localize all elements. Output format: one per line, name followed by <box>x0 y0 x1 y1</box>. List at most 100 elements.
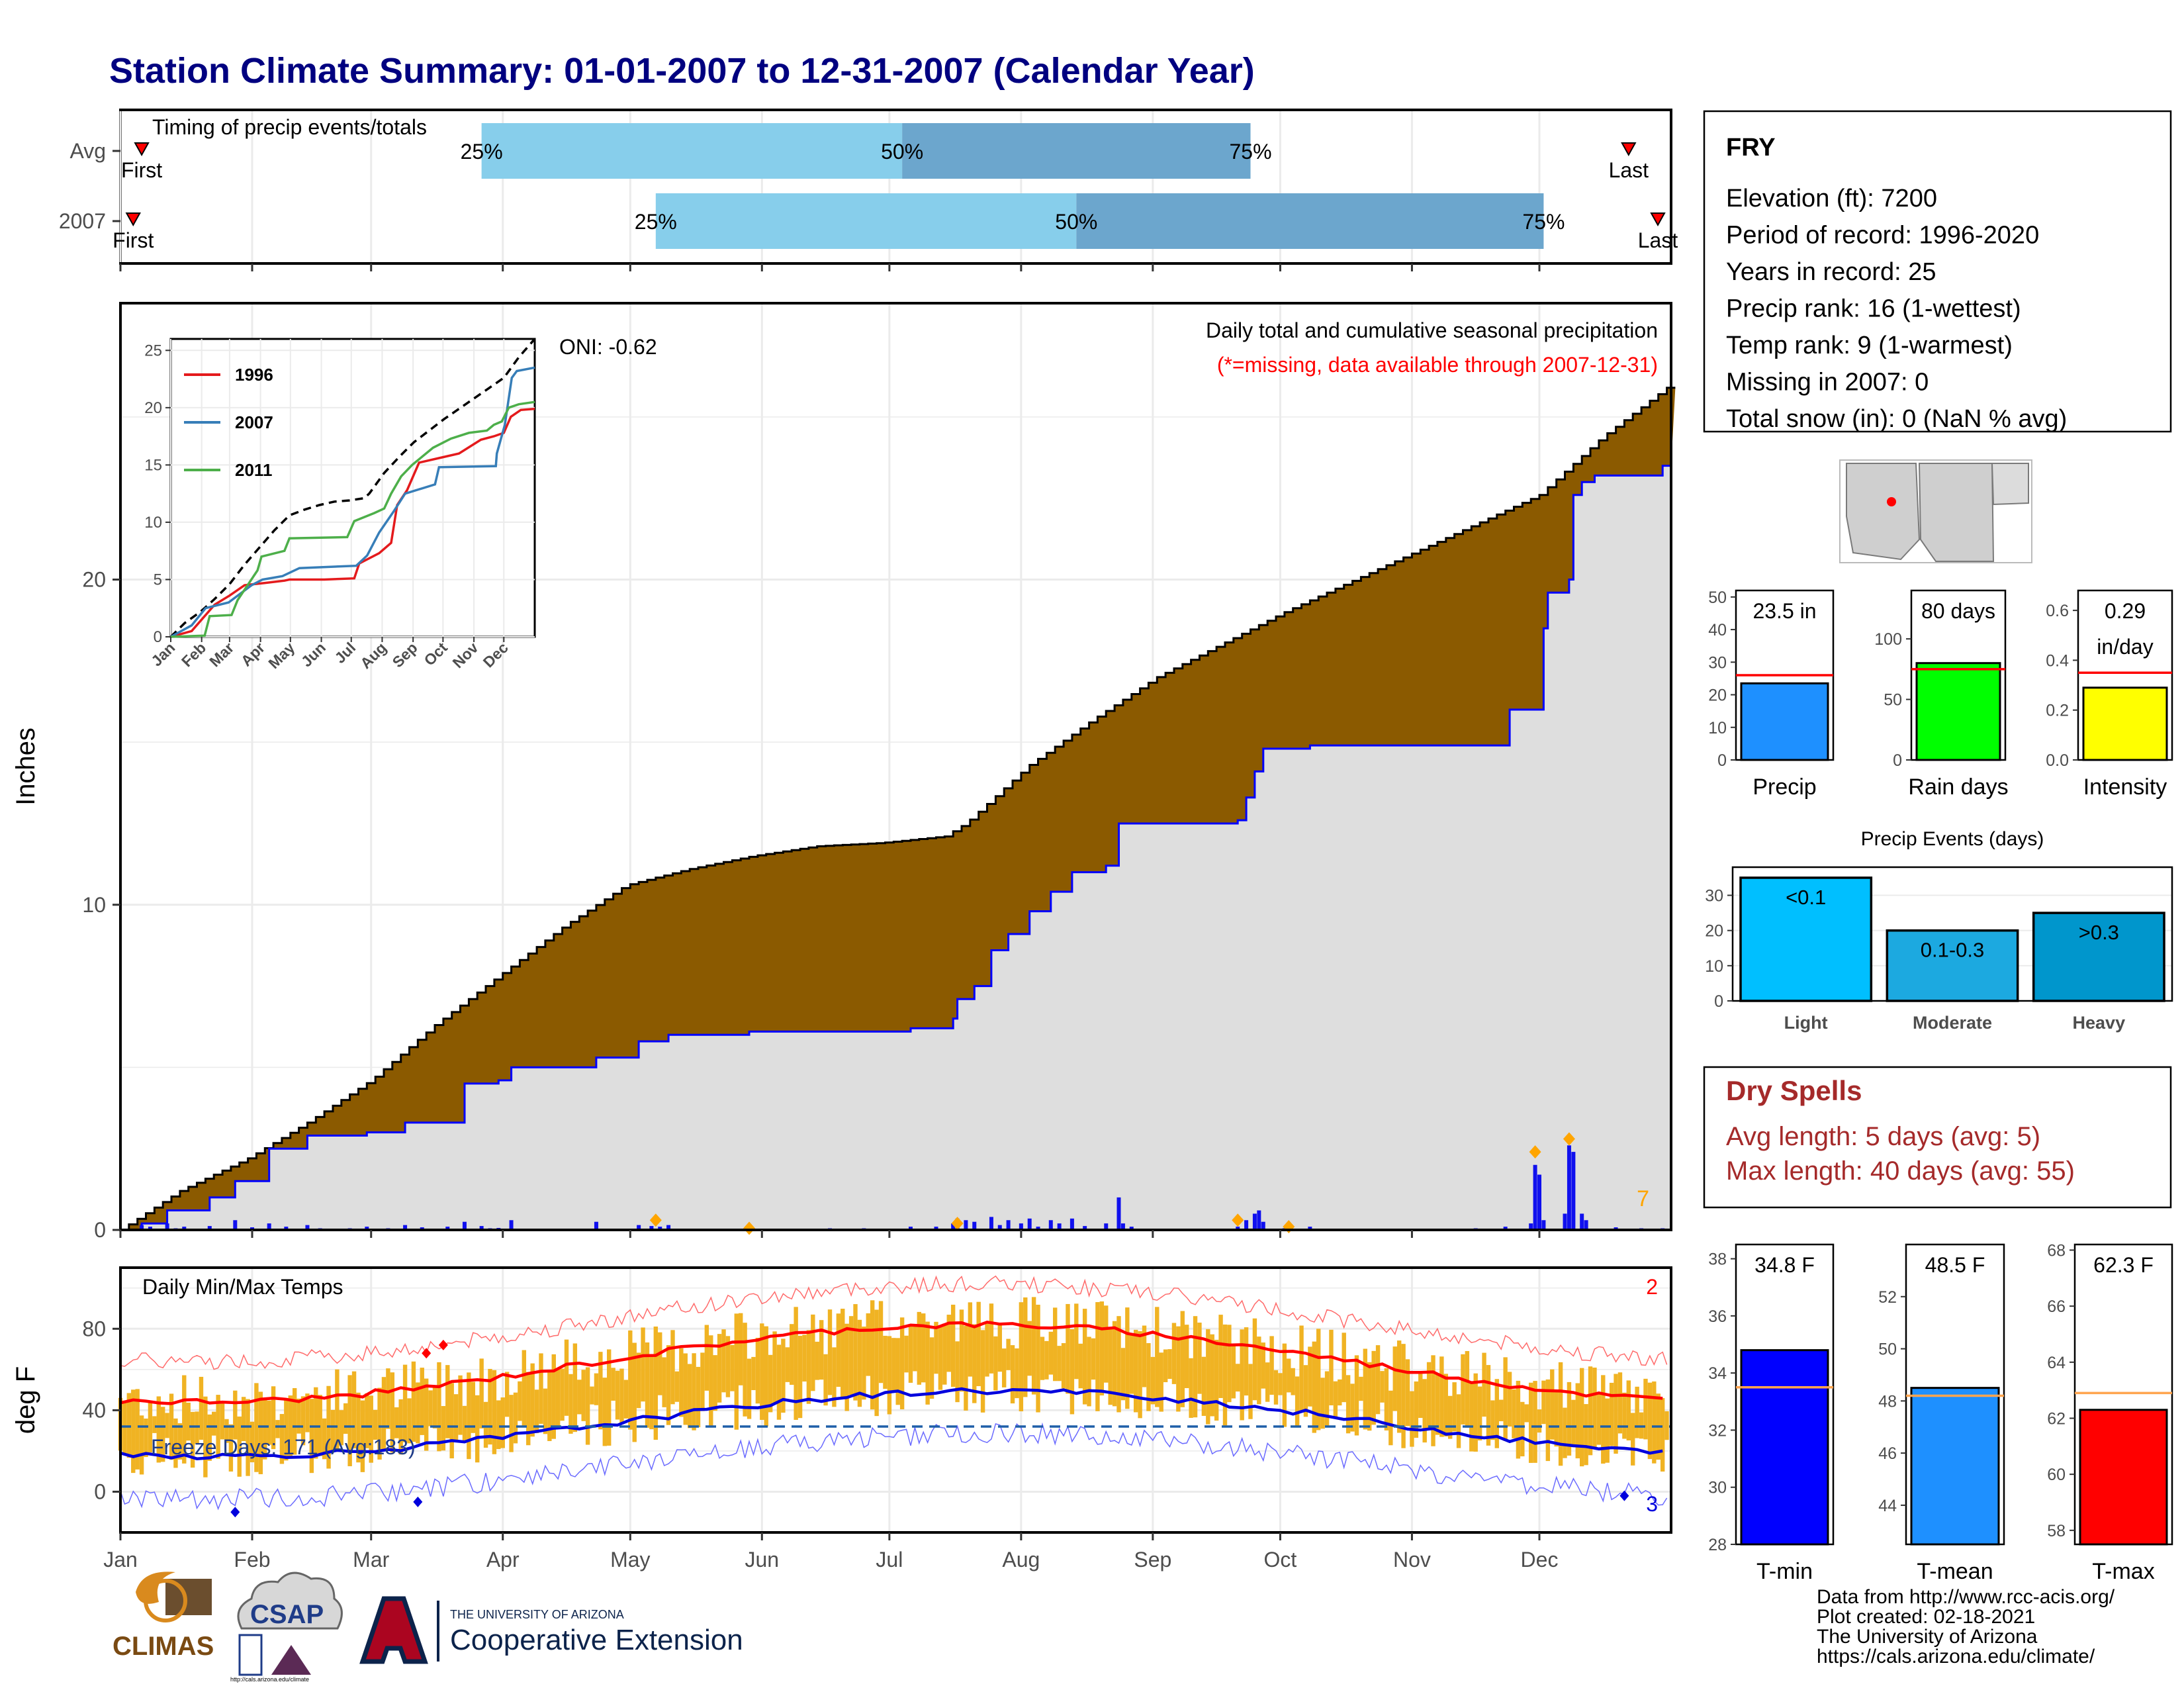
daily-precip-bar <box>666 1225 671 1230</box>
daily-temp-range-bar <box>1503 1357 1508 1441</box>
daily-temp-range-bar <box>309 1399 314 1474</box>
daily-temp-range-bar <box>794 1307 798 1420</box>
daily-precip-bar <box>637 1225 641 1230</box>
daily-temp-range-bar <box>1138 1331 1142 1419</box>
daily-temp-range-bar <box>1626 1380 1631 1440</box>
station-info-line: Temp rank: 9 (1-warmest) <box>1726 332 2013 359</box>
month-tick-label: Jul <box>876 1548 903 1571</box>
daily-temp-range-bar <box>1104 1305 1109 1383</box>
daily-temp-range-bar <box>483 1401 488 1448</box>
temps-label: Daily Min/Max Temps <box>142 1275 343 1299</box>
timing-first-marker-label: First <box>121 158 162 182</box>
daily-precip-bar <box>445 1227 450 1230</box>
daily-precip-bar <box>140 1225 144 1230</box>
station-info-line: Elevation (ft): 7200 <box>1726 185 1937 212</box>
daily-temp-range-bar <box>1159 1352 1163 1412</box>
daily-temp-range-bar <box>1592 1367 1597 1449</box>
footer-line-3: The University of Arizona <box>1817 1626 2038 1648</box>
daily-temp-range-bar <box>1643 1378 1648 1440</box>
daily-temp-range-bar <box>862 1327 866 1400</box>
daily-precip-bar <box>1027 1218 1032 1230</box>
dry-spells-avg: Avg length: 5 days (avg: 5) <box>1726 1122 2040 1151</box>
daily-temp-range-bar <box>526 1372 531 1446</box>
daily-temp-range-bar <box>1477 1386 1482 1440</box>
daily-temp-range-bar <box>1512 1389 1516 1438</box>
daily-temp-range-bar <box>895 1338 900 1405</box>
daily-temp-range-bar <box>1660 1398 1665 1472</box>
daily-temp-range-bar <box>182 1375 187 1464</box>
daily-temp-range-bar <box>1069 1329 1075 1415</box>
daily-temp-range-bar <box>1057 1346 1062 1382</box>
daily-precip-bar <box>1116 1197 1121 1230</box>
daily-precip-bar <box>479 1226 484 1230</box>
daily-temp-range-bar <box>1201 1356 1206 1416</box>
daily-temp-range-bar <box>1015 1348 1019 1399</box>
month-tick-label: Oct <box>1264 1548 1297 1571</box>
daily-temp-range-bar <box>1066 1303 1070 1394</box>
mini-chart-y-tick-label: 46 <box>1878 1444 1897 1463</box>
daily-temp-range-bar <box>530 1363 535 1437</box>
csap-logo-text: CSAP <box>250 1600 324 1629</box>
mini-chart-y-tick-label: 50 <box>1878 1340 1897 1359</box>
timing-q75-label: 75% <box>1522 210 1565 234</box>
daily-precip-bar <box>233 1220 238 1230</box>
mini-chart-intensity: 0.0 0.2 0.4 0.6 0.29 in/day Intensity <box>2046 589 2173 800</box>
daily-temp-range-bar <box>296 1398 301 1434</box>
mini-chart-value-bar <box>1915 662 2001 761</box>
station-location-dot <box>1887 497 1896 506</box>
daily-temp-range-bar <box>959 1309 964 1392</box>
daily-temp-range-bar <box>407 1398 412 1444</box>
daily-temp-range-bar <box>1579 1368 1584 1467</box>
neighbor-states <box>1846 463 2029 506</box>
daily-temp-range-bar <box>458 1375 463 1435</box>
daily-temp-range-bar <box>322 1418 327 1460</box>
month-tick-label: Jun <box>745 1548 779 1571</box>
precip-subtitle: Daily total and cumulative seasonal prec… <box>1206 318 1658 342</box>
daily-precip-bar <box>267 1223 271 1230</box>
daily-temp-range-bar <box>1405 1359 1410 1427</box>
mini-chart-value-bar <box>2079 1409 2168 1546</box>
daily-temp-range-bar <box>827 1309 833 1395</box>
daily-precip-bar <box>934 1227 938 1230</box>
extreme-precip-marker <box>1563 1132 1575 1146</box>
daily-temp-range-bar <box>377 1387 382 1460</box>
mini-chart-y-tick-label: 60 <box>2047 1466 2066 1484</box>
daily-temp-range-bar <box>190 1411 195 1468</box>
daily-temp-range-bar <box>619 1368 624 1423</box>
mini-chart-y-tick-label: 36 <box>1708 1307 1727 1326</box>
daily-temp-range-bar <box>1473 1373 1478 1452</box>
station-info-box: FRY Elevation (ft): 7200 Period of record… <box>1703 110 2172 433</box>
daily-temp-range-bar <box>921 1313 926 1383</box>
daily-temp-range-bar <box>1324 1371 1330 1426</box>
daily-temp-range-bar <box>292 1387 297 1455</box>
daily-precip-bar <box>182 1227 187 1230</box>
daily-temp-range-bar <box>1027 1321 1032 1376</box>
mini-chart-y-tick-label: 28 <box>1708 1536 1727 1554</box>
daily-temp-range-bar <box>1010 1345 1015 1404</box>
daily-temp-range-bar <box>985 1323 989 1377</box>
daily-temp-range-bar <box>942 1323 947 1385</box>
daily-temp-range-bar <box>1614 1374 1618 1454</box>
timing-first-marker-label: First <box>113 228 154 252</box>
timing-panel-label: Timing of precip events/totals <box>152 115 427 139</box>
daily-temp-range-bar <box>721 1329 726 1393</box>
daily-precip-bar <box>1252 1213 1257 1230</box>
daily-temp-range-bar <box>950 1304 956 1387</box>
temps-y-tick-label: 0 <box>94 1479 106 1503</box>
daily-temp-range-bar <box>534 1389 539 1434</box>
daily-temp-range-bar <box>577 1380 582 1415</box>
record-temp-marker <box>438 1339 448 1350</box>
avg-tmax-line <box>120 1320 1663 1405</box>
daily-precip-bar <box>1571 1152 1576 1230</box>
daily-temp-range-bar <box>1287 1358 1291 1393</box>
mini-chart-label: Rain days <box>1908 774 2008 800</box>
events-category-label: Light <box>1784 1013 1828 1033</box>
daily-temp-range-bar <box>797 1335 803 1419</box>
daily-temp-range-bar <box>1545 1379 1551 1462</box>
daily-temp-range-bar <box>258 1391 263 1475</box>
inset-legend-label: 2007 <box>235 412 273 432</box>
inset-avg-line <box>169 338 536 638</box>
daily-temp-range-bar <box>471 1382 475 1433</box>
daily-temp-range-bar <box>1146 1342 1151 1411</box>
daily-temp-range-bar <box>1575 1383 1580 1459</box>
